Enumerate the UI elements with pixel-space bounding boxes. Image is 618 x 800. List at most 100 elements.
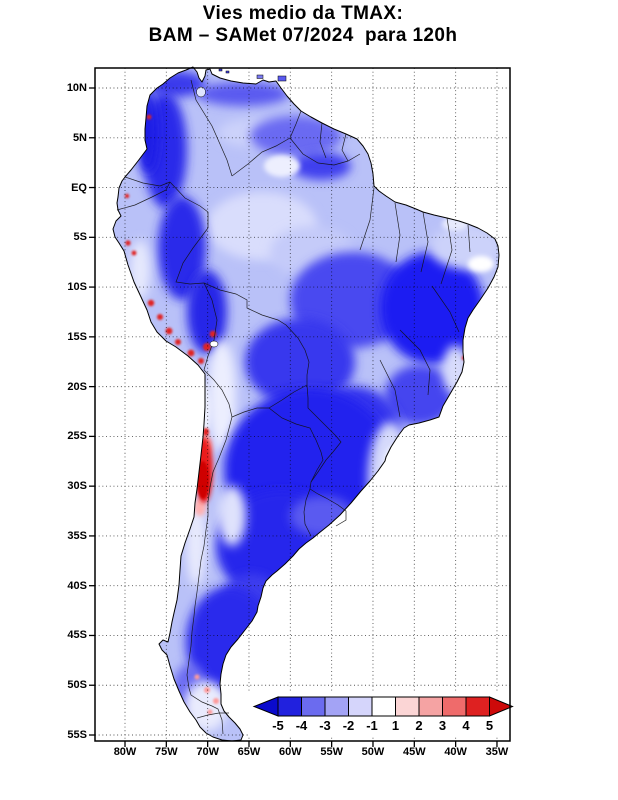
axis-ticks bbox=[89, 87, 498, 747]
field-blob bbox=[213, 698, 219, 704]
field-blob bbox=[264, 155, 300, 177]
lat-tick-label: 10S bbox=[67, 281, 87, 294]
colorbar-segment bbox=[418, 696, 443, 717]
colorbar-segment bbox=[277, 696, 302, 717]
border-line bbox=[399, 329, 431, 396]
lat-tick-label: 20S bbox=[67, 380, 87, 393]
field-blob bbox=[165, 327, 173, 335]
field-blob bbox=[468, 256, 494, 272]
lon-tick-label: 75W bbox=[155, 746, 178, 758]
field-blob bbox=[125, 240, 131, 246]
colorbar bbox=[248, 691, 514, 737]
border-line bbox=[431, 285, 460, 333]
colorbar-segment bbox=[348, 696, 373, 717]
lat-tick-label: 5S bbox=[73, 231, 87, 244]
figure-title-line1: Vies medio da TMAX: bbox=[202, 3, 404, 24]
colorbar-tick-label: 2 bbox=[415, 718, 423, 733]
border-line bbox=[203, 282, 310, 385]
colorbar-tick-label: -3 bbox=[319, 718, 331, 733]
coastline bbox=[112, 66, 500, 742]
colorbar-segment bbox=[371, 696, 396, 717]
lat-tick-label: EQ bbox=[71, 181, 87, 194]
figure-title-line2: BAM – SAMet 07/2024 para 120h bbox=[148, 25, 458, 46]
lat-tick-label: 25S bbox=[67, 430, 87, 443]
border-line bbox=[203, 282, 218, 371]
field-blob bbox=[385, 365, 455, 425]
island bbox=[277, 75, 287, 82]
colorbar-segment bbox=[301, 696, 326, 717]
border-line bbox=[289, 137, 361, 166]
lat-tick-label: 5N bbox=[72, 131, 87, 144]
lat-tick-label: 50S bbox=[67, 679, 87, 692]
border-line bbox=[341, 133, 349, 162]
border-line bbox=[319, 122, 327, 159]
field-blob bbox=[250, 116, 342, 156]
lon-tick-label: 70W bbox=[196, 746, 219, 758]
border-line bbox=[467, 224, 471, 253]
lake bbox=[209, 340, 219, 348]
colorbar-segment bbox=[465, 696, 490, 717]
colorbar-tick-label: 5 bbox=[485, 718, 494, 733]
lon-tick-label: 65W bbox=[237, 746, 261, 758]
field-blob bbox=[195, 382, 211, 438]
lon-tick-label: 60W bbox=[279, 746, 302, 758]
field-blob bbox=[131, 250, 137, 256]
border-line bbox=[268, 384, 308, 409]
field-blob bbox=[442, 217, 468, 231]
coastline-outline bbox=[112, 66, 500, 742]
colorbar-tick-label: 3 bbox=[438, 718, 447, 733]
border-line bbox=[116, 181, 171, 211]
field-blob bbox=[197, 82, 289, 106]
field-blob bbox=[386, 465, 392, 471]
field-blob bbox=[194, 674, 200, 680]
field-blob bbox=[130, 240, 150, 300]
field-blob bbox=[207, 709, 213, 715]
lon-tick-label: 35W bbox=[485, 746, 509, 758]
colorbar-arrow-left bbox=[252, 696, 279, 717]
field-blob bbox=[218, 486, 246, 546]
island bbox=[256, 74, 264, 79]
lat-tick-label: 10N bbox=[66, 82, 87, 94]
field-blob bbox=[187, 270, 227, 354]
border-line bbox=[289, 110, 302, 139]
border-line bbox=[196, 712, 229, 719]
field-blob bbox=[203, 343, 211, 351]
grid-lines bbox=[95, 68, 510, 741]
lat-tick-label: 15S bbox=[67, 330, 87, 343]
colorbar-tick-label: 1 bbox=[391, 718, 400, 733]
field-blob bbox=[124, 193, 130, 199]
lat-tick-label: 55S bbox=[67, 729, 87, 741]
field-blob bbox=[245, 318, 355, 406]
border-line bbox=[175, 227, 209, 285]
field-blob bbox=[147, 299, 155, 307]
colorbar-tick-label: 4 bbox=[462, 718, 470, 733]
border-line bbox=[190, 79, 233, 177]
island bbox=[225, 70, 230, 74]
lon-tick-label: 45W bbox=[402, 746, 426, 758]
border-line bbox=[303, 488, 312, 537]
colorbar-tick-label: -2 bbox=[342, 718, 355, 733]
field-blob bbox=[187, 349, 195, 357]
lat-tick-label: 45S bbox=[67, 629, 87, 642]
field-blob bbox=[203, 428, 209, 436]
lake bbox=[196, 86, 206, 98]
field-blob bbox=[383, 446, 403, 494]
border-line bbox=[359, 187, 375, 251]
border-line bbox=[186, 416, 233, 735]
colorbar-tick-label: -1 bbox=[366, 718, 378, 733]
island bbox=[218, 68, 223, 72]
field-blob bbox=[146, 114, 152, 120]
colorbar-tick-label: -4 bbox=[295, 718, 308, 733]
field-blob bbox=[157, 314, 163, 320]
field-blob bbox=[368, 422, 412, 534]
lakes bbox=[196, 86, 219, 348]
lon-tick-label: 80W bbox=[113, 746, 137, 758]
field-blob bbox=[197, 461, 209, 499]
border-line bbox=[420, 211, 429, 273]
border-line bbox=[440, 217, 453, 285]
lon-tick-label: 40W bbox=[444, 746, 467, 758]
lat-tick-label: 30S bbox=[67, 480, 87, 493]
border-line bbox=[231, 137, 291, 177]
lat-tick-label: 35S bbox=[67, 529, 87, 542]
